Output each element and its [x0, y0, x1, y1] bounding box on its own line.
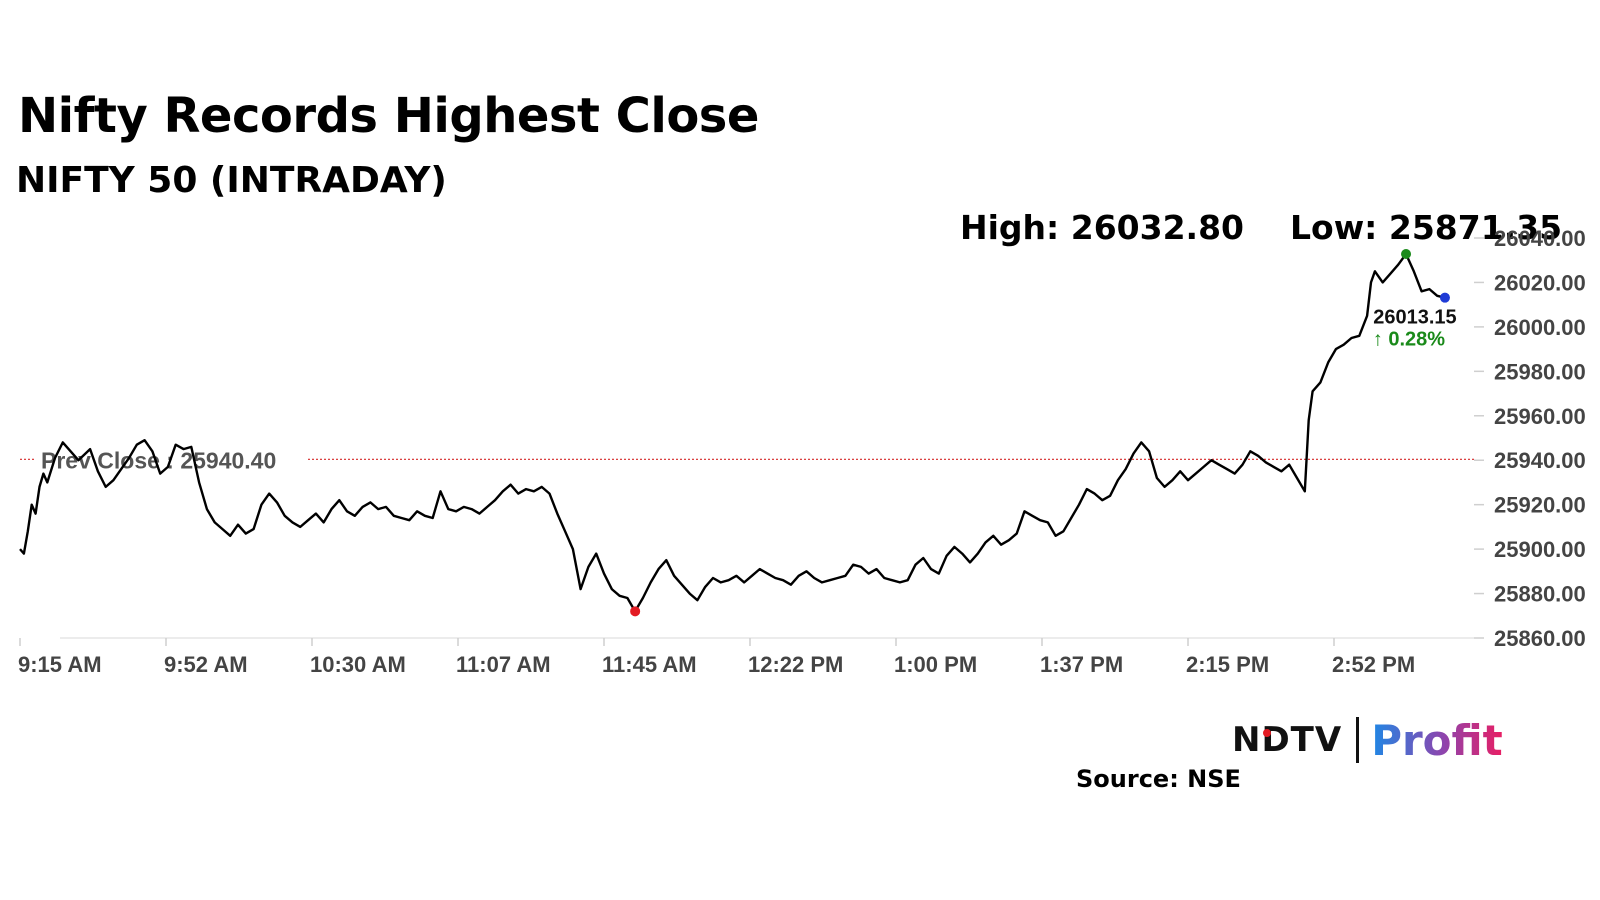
y-tick-label: 25880.00: [1494, 582, 1586, 607]
x-tick-label: 11:45 AM: [602, 652, 697, 677]
low-marker: [630, 606, 641, 617]
high-label: High: 26032.80: [960, 208, 1244, 247]
x-tick-label: 1:37 PM: [1040, 652, 1123, 677]
y-tick-label: 26020.00: [1494, 270, 1586, 295]
change-percent-label: ↑ 0.28%: [1373, 329, 1445, 351]
logo-red-dot-icon: [1263, 729, 1271, 737]
y-tick-label: 26000.00: [1494, 315, 1586, 340]
x-tick-label: 9:52 AM: [164, 652, 248, 677]
y-tick-label: 25980.00: [1494, 359, 1586, 384]
y-tick-label: 25920.00: [1494, 493, 1586, 518]
low-label: Low: 25871.35: [1290, 208, 1563, 247]
y-tick-label: 25900.00: [1494, 537, 1586, 562]
y-tick-label: 25860.00: [1494, 626, 1586, 651]
ndtv-profit-logo: NDTV Profit: [1232, 712, 1503, 768]
logo-profit-text: Profit: [1371, 715, 1503, 765]
x-tick-label: 12:22 PM: [748, 652, 843, 677]
x-tick-label: 2:15 PM: [1186, 652, 1269, 677]
last-price-label: 26013.15: [1373, 307, 1456, 329]
source-note: Source: NSE: [1076, 765, 1241, 793]
x-tick-label: 11:07 AM: [456, 652, 551, 677]
x-tick-label: 10:30 AM: [310, 652, 406, 677]
x-tick-label: 2:52 PM: [1332, 652, 1415, 677]
y-tick-label: 25960.00: [1494, 404, 1586, 429]
x-tick-label: 9:15 AM: [18, 652, 102, 677]
chart-title: Nifty Records Highest Close: [18, 88, 759, 144]
logo-divider: [1356, 717, 1360, 763]
logo-ndtv-text: NDTV: [1232, 720, 1343, 760]
high-marker: [1401, 249, 1412, 259]
x-tick-label: 1:00 PM: [894, 652, 977, 677]
chart-subtitle: NIFTY 50 (INTRADAY): [16, 160, 447, 201]
y-tick-label: 26040.00: [1494, 226, 1586, 251]
price-series-line: [19, 252, 1446, 613]
y-tick-label: 25940.00: [1494, 448, 1586, 473]
last-price-marker: [1439, 292, 1450, 303]
